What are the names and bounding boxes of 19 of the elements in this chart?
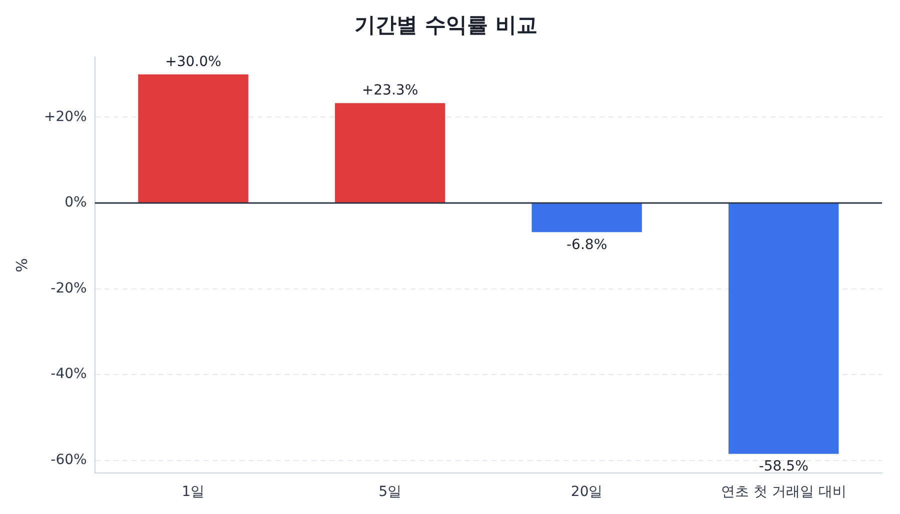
- y-tick-label: -40%: [50, 366, 87, 382]
- y-axis-title: %: [12, 258, 31, 272]
- x-tick-label: 20일: [570, 484, 603, 500]
- bar: [138, 74, 248, 203]
- x-tick-label: 1일: [182, 484, 205, 500]
- chart-title: 기간별 수익률 비교: [354, 13, 538, 38]
- data-label: +23.3%: [362, 82, 418, 99]
- y-tick-label: -20%: [50, 280, 87, 296]
- bar: [532, 204, 642, 232]
- y-tick-label: -60%: [50, 452, 87, 468]
- bar: [334, 103, 446, 203]
- data-label: -6.8%: [566, 236, 608, 253]
- data-label: +30.0%: [165, 54, 222, 70]
- bar: [728, 204, 839, 454]
- y-tick-label: +20%: [44, 108, 87, 125]
- data-label: -58.5%: [758, 458, 808, 475]
- x-tick-label: 5일: [378, 484, 402, 500]
- x-tick-label: 연초 첫 거래일 대비: [720, 484, 846, 500]
- y-tick-label: 0%: [64, 194, 87, 211]
